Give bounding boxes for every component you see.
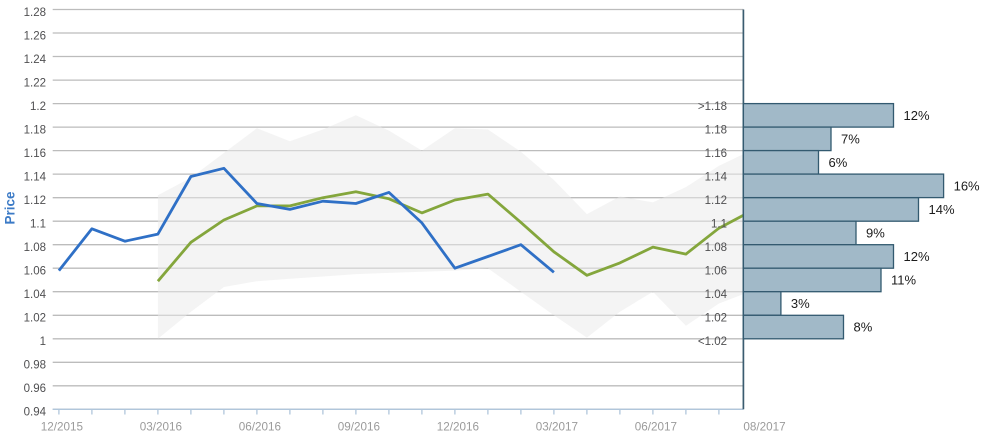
svg-text:1.08: 1.08	[705, 242, 727, 254]
svg-text:12%: 12%	[904, 249, 930, 264]
svg-text:1.12: 1.12	[24, 195, 46, 207]
svg-text:03/2017: 03/2017	[536, 421, 578, 434]
svg-text:1.14: 1.14	[705, 171, 728, 183]
svg-text:1.02: 1.02	[705, 313, 727, 325]
svg-text:6%: 6%	[829, 155, 848, 170]
svg-text:1.02: 1.02	[24, 313, 46, 325]
svg-text:11%: 11%	[891, 273, 916, 288]
svg-text:0.94: 0.94	[24, 407, 47, 419]
svg-text:1: 1	[40, 336, 46, 348]
svg-text:8%: 8%	[854, 320, 873, 335]
svg-text:14%: 14%	[929, 202, 955, 217]
svg-text:1.12: 1.12	[705, 195, 727, 207]
svg-text:0.96: 0.96	[24, 383, 46, 395]
svg-text:1.18: 1.18	[24, 125, 46, 137]
svg-text:>1.18: >1.18	[698, 101, 727, 113]
svg-text:1.22: 1.22	[24, 78, 46, 90]
svg-text:12/2016: 12/2016	[437, 421, 479, 434]
svg-text:1.24: 1.24	[24, 54, 47, 66]
svg-text:1.16: 1.16	[705, 148, 727, 160]
svg-text:1.18: 1.18	[705, 124, 727, 136]
svg-text:1.1: 1.1	[711, 218, 727, 230]
svg-text:06/2017: 06/2017	[635, 421, 677, 434]
svg-text:<1.02: <1.02	[698, 336, 727, 348]
svg-text:1.06: 1.06	[24, 266, 46, 278]
svg-text:16%: 16%	[954, 179, 980, 194]
svg-text:1.2: 1.2	[30, 101, 46, 113]
svg-text:1.14: 1.14	[24, 172, 47, 184]
svg-text:9%: 9%	[866, 226, 885, 241]
svg-text:1.08: 1.08	[24, 242, 46, 254]
svg-text:1.1: 1.1	[30, 219, 46, 231]
svg-text:0.98: 0.98	[24, 360, 46, 372]
svg-text:1.04: 1.04	[24, 289, 47, 301]
svg-text:7%: 7%	[841, 132, 860, 147]
svg-text:1.06: 1.06	[705, 265, 727, 277]
svg-text:12/2015: 12/2015	[41, 421, 84, 434]
svg-text:09/2016: 09/2016	[338, 421, 380, 434]
svg-text:1.16: 1.16	[24, 148, 46, 160]
svg-text:3%: 3%	[791, 296, 810, 311]
svg-text:03/2016: 03/2016	[140, 421, 182, 434]
svg-text:1.26: 1.26	[24, 30, 46, 42]
svg-text:1.28: 1.28	[24, 7, 46, 19]
svg-text:1.04: 1.04	[705, 289, 728, 301]
svg-text:08/2017: 08/2017	[743, 421, 785, 434]
svg-text:Price: Price	[3, 191, 18, 225]
svg-text:06/2016: 06/2016	[239, 421, 281, 434]
svg-text:12%: 12%	[904, 108, 930, 123]
